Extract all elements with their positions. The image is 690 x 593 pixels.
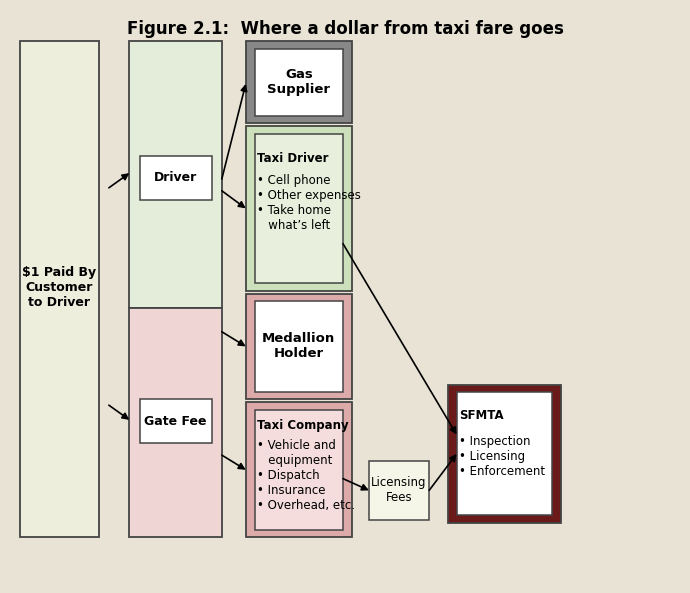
Text: • Inspection
• Licensing
• Enforcement: • Inspection • Licensing • Enforcement: [460, 435, 545, 478]
Text: Licensing
Fees: Licensing Fees: [371, 476, 427, 505]
Text: Gas
Supplier: Gas Supplier: [267, 68, 331, 96]
Text: Medallion
Holder: Medallion Holder: [262, 333, 335, 361]
FancyBboxPatch shape: [448, 385, 560, 522]
Text: Taxi Company: Taxi Company: [257, 419, 349, 432]
FancyBboxPatch shape: [255, 134, 343, 283]
FancyBboxPatch shape: [246, 41, 352, 123]
Text: • Vehicle and
   equipment
• Dispatch
• Insurance
• Overhead, etc.: • Vehicle and equipment • Dispatch • Ins…: [257, 439, 355, 512]
FancyBboxPatch shape: [246, 294, 352, 399]
FancyBboxPatch shape: [139, 155, 212, 200]
FancyBboxPatch shape: [255, 49, 343, 116]
Text: SFMTA: SFMTA: [460, 409, 504, 422]
Text: Taxi Driver: Taxi Driver: [257, 152, 329, 165]
Text: Figure 2.1:  Where a dollar from taxi fare goes: Figure 2.1: Where a dollar from taxi far…: [126, 20, 564, 38]
FancyBboxPatch shape: [20, 41, 99, 537]
FancyBboxPatch shape: [130, 308, 221, 537]
FancyBboxPatch shape: [255, 301, 343, 391]
FancyBboxPatch shape: [457, 392, 552, 515]
FancyBboxPatch shape: [246, 402, 352, 537]
Text: $1 Paid By
Customer
to Driver: $1 Paid By Customer to Driver: [22, 266, 97, 309]
Text: • Cell phone
• Other expenses
• Take home
   what’s left: • Cell phone • Other expenses • Take hom…: [257, 174, 362, 231]
FancyBboxPatch shape: [246, 126, 352, 291]
FancyBboxPatch shape: [369, 461, 429, 519]
FancyBboxPatch shape: [139, 399, 212, 444]
FancyBboxPatch shape: [130, 41, 221, 308]
Text: Gate Fee: Gate Fee: [144, 415, 207, 428]
FancyBboxPatch shape: [255, 410, 343, 530]
Text: Driver: Driver: [154, 171, 197, 184]
